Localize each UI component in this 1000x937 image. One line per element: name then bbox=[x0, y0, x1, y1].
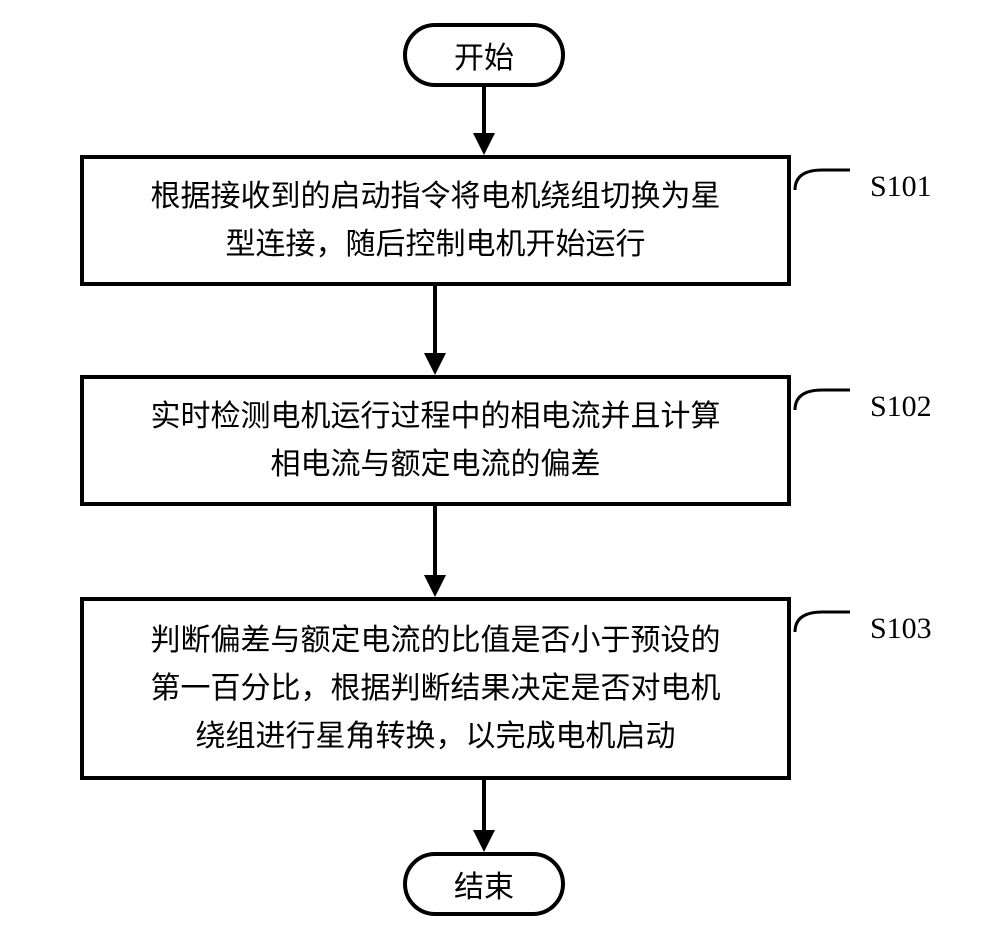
flowchart-canvas: 开始 根据接收到的启动指令将电机绕组切换为星 型连接，随后控制电机开始运行 S1… bbox=[0, 0, 1000, 937]
process-s101-text: 根据接收到的启动指令将电机绕组切换为星 型连接，随后控制电机开始运行 bbox=[151, 173, 721, 269]
process-s102-text: 实时检测电机运行过程中的相电流并且计算 相电流与额定电流的偏差 bbox=[151, 393, 721, 489]
terminal-start: 开始 bbox=[403, 23, 565, 87]
label-s103: S103 bbox=[870, 612, 932, 646]
process-s103-text: 判断偏差与额定电流的比值是否小于预设的 第一百分比，根据判断结果决定是否对电机 … bbox=[151, 617, 721, 761]
terminal-end: 结束 bbox=[403, 852, 565, 916]
process-s103: 判断偏差与额定电流的比值是否小于预设的 第一百分比，根据判断结果决定是否对电机 … bbox=[80, 597, 791, 780]
process-s101: 根据接收到的启动指令将电机绕组切换为星 型连接，随后控制电机开始运行 bbox=[80, 155, 791, 286]
terminal-end-text: 结束 bbox=[454, 862, 514, 906]
terminal-start-text: 开始 bbox=[454, 33, 514, 77]
process-s102: 实时检测电机运行过程中的相电流并且计算 相电流与额定电流的偏差 bbox=[80, 375, 791, 506]
label-s101: S101 bbox=[870, 170, 932, 204]
label-s102: S102 bbox=[870, 390, 932, 424]
